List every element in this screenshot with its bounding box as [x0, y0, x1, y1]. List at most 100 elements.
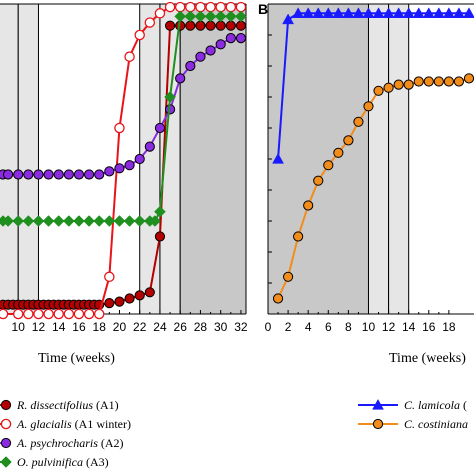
- panel-b-shaded-band: [368, 4, 389, 314]
- panel-a-x-tick-label: 30: [214, 320, 228, 334]
- panel-a-data-point: [124, 293, 135, 304]
- panel-a-data-point: [185, 20, 196, 31]
- panel-a-data-point: [224, 10, 237, 23]
- panel-a-x-tick-label: 10: [12, 320, 26, 334]
- panel-a-data-point: [53, 169, 64, 180]
- panel-a-data-point: [42, 215, 55, 227]
- panel-a-data-point: [144, 287, 155, 298]
- panel-a-data-point: [23, 308, 34, 320]
- legend-label: A. psychrocharis (A2): [16, 436, 124, 450]
- legend-marker: [372, 398, 384, 410]
- panel-a-data-point: [113, 215, 126, 227]
- panel-a-data-point: [184, 10, 197, 23]
- panel-a-data-point: [134, 153, 145, 165]
- panel-a-data-point: [124, 51, 135, 62]
- panel-a-data-point: [33, 169, 44, 180]
- panel-a-data-point: [194, 10, 207, 23]
- panel-b-shaded-band: [388, 4, 409, 314]
- panel-a-data-point: [215, 1, 226, 13]
- panel-b-data-point: [463, 73, 474, 84]
- panel-b-x-tick-label: 4: [305, 320, 312, 334]
- panel-a-data-point: [93, 308, 105, 320]
- panel-b-data-point: [332, 7, 345, 18]
- panel-a-shaded-band: [18, 4, 39, 314]
- legend-marker: [372, 418, 384, 430]
- panel-a-data-point: [164, 20, 176, 31]
- panel-a-data-point: [174, 10, 187, 23]
- panel-b-data-point: [302, 7, 315, 18]
- panel-b-data-point: [343, 135, 354, 146]
- panel-b-data-point: [282, 13, 295, 25]
- panel-a-data-point: [43, 308, 54, 320]
- legend-marker: [0, 456, 12, 468]
- panel-b-data-point: [373, 85, 384, 96]
- legend: R. dissectifolius (A1) A. glacialis (A1 w…: [0, 398, 468, 469]
- panel-a-data-point: [23, 169, 34, 180]
- panel-b-letter: B: [258, 1, 268, 17]
- panel-a-x-axis-title: Time (weeks): [38, 351, 115, 366]
- panel-a-data-point: [12, 215, 25, 227]
- panel-a-data-point: [154, 205, 166, 218]
- panel-a-data-point: [32, 215, 45, 227]
- panel-a-data-point: [53, 308, 64, 320]
- panel-b-x-tick-label: 2: [285, 320, 292, 334]
- panel-a-data-point: [12, 308, 24, 320]
- panel-a-data-point: [114, 122, 125, 134]
- panel-a-data-point: [93, 215, 106, 227]
- panel-b-data-point: [413, 76, 424, 87]
- panel-b-data-point: [423, 76, 434, 87]
- panel-a-data-point: [205, 1, 216, 13]
- panel-b-data-point: [303, 200, 314, 211]
- panel-a-data-point: [154, 122, 166, 134]
- panel-b-x-tick-label: 0: [265, 320, 272, 334]
- panel-b-data-point: [342, 7, 355, 18]
- panel-a-data-point: [235, 10, 247, 23]
- panel-a-x-tick-label: 18: [93, 320, 107, 334]
- panel-a-data-point: [63, 308, 75, 320]
- panel-a-data-point: [83, 308, 95, 320]
- panel-a-data-point: [73, 215, 85, 227]
- panel-b-data-point: [372, 7, 385, 18]
- panel-a-data-point: [149, 215, 161, 227]
- panel-b-data-point: [412, 7, 425, 18]
- panel-b-x-tick-label: 12: [382, 320, 396, 334]
- panel-a-data-point: [205, 45, 216, 56]
- panel-b-data-point: [422, 7, 435, 18]
- panel-a-data-point: [114, 163, 125, 174]
- panel-a-data-point: [83, 169, 95, 180]
- panel-a-data-point: [94, 169, 105, 180]
- panel-b-data-point: [382, 7, 395, 18]
- panel-a-data-point: [225, 33, 236, 44]
- panel-a-data-point: [73, 169, 85, 180]
- panel-a-data-point: [214, 10, 227, 23]
- panel-b-data-point: [313, 175, 324, 186]
- panel-a-data-point: [225, 1, 237, 13]
- panel-b-data-point: [322, 7, 335, 18]
- panel-a-data-point: [195, 20, 206, 31]
- legend-label: A. glacialis (A1 winter): [16, 417, 131, 431]
- panel-a-data-point: [235, 20, 247, 31]
- panel-a-data-point: [133, 215, 146, 227]
- panel-b-shaded-band: [268, 4, 369, 314]
- legend-marker: [0, 418, 12, 430]
- panel-a-data-point: [215, 20, 226, 31]
- panel-a-data-point: [195, 1, 206, 13]
- panel-a-data-point: [104, 166, 115, 177]
- panel-a-data-point: [2, 169, 14, 180]
- panel-a-x-tick-label: 12: [32, 320, 46, 334]
- panel-a-data-point: [124, 160, 135, 171]
- panel-a-x-tick-label: 28: [194, 320, 208, 334]
- panel-a-data-point: [164, 91, 176, 103]
- panel-b-data-point: [433, 76, 444, 87]
- panel-b-data-point: [282, 271, 294, 282]
- panel-a-data-point: [195, 51, 206, 62]
- panel-a-x-tick-label: 22: [133, 320, 147, 334]
- panel-b-data-point: [453, 7, 465, 18]
- panel-a-shaded-band: [0, 4, 19, 314]
- panel-b-x-tick-label: 14: [402, 320, 416, 334]
- panel-a-data-point: [225, 20, 236, 31]
- panel-b-data-point: [432, 7, 445, 18]
- panel-a-data-point: [235, 33, 247, 44]
- legend-marker: [0, 399, 12, 411]
